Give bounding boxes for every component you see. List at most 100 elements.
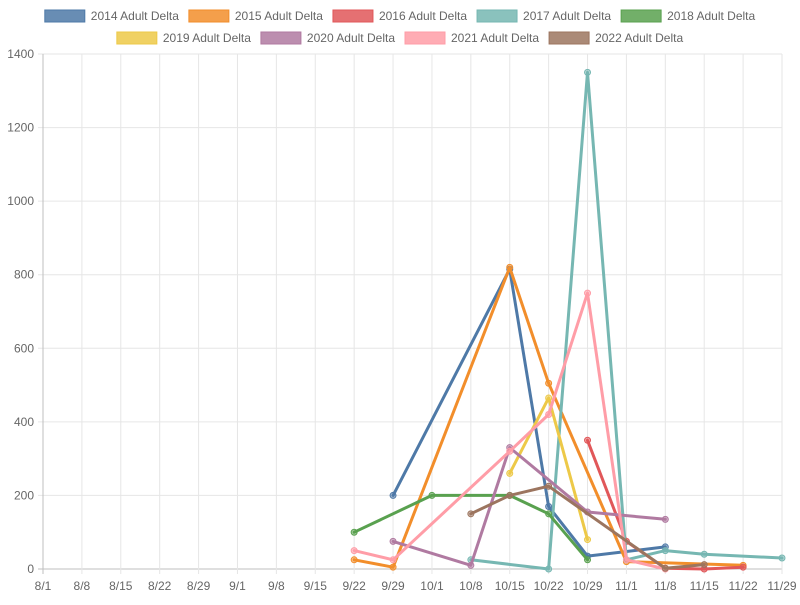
series [389, 444, 669, 569]
legend-label: 2014 Adult Delta [91, 9, 179, 23]
data-point [545, 510, 553, 518]
data-point [389, 491, 397, 499]
data-point [661, 515, 669, 523]
data-point [428, 491, 436, 499]
data-point [506, 491, 514, 499]
legend-item: 2018 Adult Delta [620, 9, 756, 23]
legend-item: 2017 Adult Delta [476, 9, 611, 23]
legend-label: 2022 Adult Delta [595, 31, 683, 45]
y-tick-label: 1000 [7, 194, 34, 208]
y-tick-label: 1400 [7, 47, 34, 61]
legend-swatch [260, 31, 302, 45]
legend-item: 2020 Adult Delta [260, 31, 395, 45]
data-point [350, 556, 358, 564]
data-point [778, 554, 786, 562]
x-tick-label: 9/22 [342, 579, 366, 593]
legend-item: 2014 Adult Delta [44, 9, 179, 23]
data-point [350, 547, 358, 555]
legend-item: 2022 Adult Delta [548, 31, 683, 45]
legend-label: 2015 Adult Delta [235, 9, 323, 23]
data-point [389, 556, 397, 564]
data-point [584, 556, 592, 564]
data-point [545, 502, 553, 510]
data-point [584, 536, 592, 544]
series-line [391, 267, 667, 558]
x-tick-label: 10/8 [459, 579, 483, 593]
y-tick-label: 400 [14, 415, 34, 429]
data-point [545, 482, 553, 490]
x-tick-label: 9/15 [304, 579, 328, 593]
x-tick-label: 8/8 [74, 579, 91, 593]
x-tick-label: 11/8 [654, 579, 677, 593]
axes: 0 200 400 600 800 1000 1200 1400 8/1 8/8 8/15 8/22 8… [7, 47, 797, 593]
y-tick-label: 800 [14, 268, 34, 282]
data-point [545, 565, 553, 573]
legend-label: 2019 Adult Delta [163, 31, 251, 45]
data-point [545, 379, 553, 387]
x-tick-label: 10/15 [495, 579, 525, 593]
x-tick-label: 11/29 [767, 579, 796, 593]
legend-item: 2016 Adult Delta [332, 9, 467, 23]
y-tick-label: 600 [14, 341, 34, 355]
data-point [584, 289, 592, 297]
legend-label: 2017 Adult Delta [523, 9, 611, 23]
legend-item: 2015 Adult Delta [188, 9, 323, 23]
data-point [622, 556, 630, 564]
x-tick-label: 11/1 [615, 579, 638, 593]
data-point [506, 263, 514, 271]
series [506, 394, 592, 544]
legend-label: 2016 Adult Delta [379, 9, 467, 23]
legend-swatch [620, 9, 662, 23]
legend-label: 2021 Adult Delta [451, 31, 539, 45]
x-tick-label: 8/22 [148, 579, 172, 593]
data-point [545, 411, 553, 418]
x-tick-label: 8/15 [109, 579, 133, 593]
legend-label: 2020 Adult Delta [307, 31, 395, 45]
data-point [545, 394, 553, 402]
y-tick-label: 200 [14, 488, 34, 502]
legend-swatch [332, 9, 374, 23]
legend-swatch [44, 9, 86, 23]
data-point [389, 537, 397, 545]
legend-item: 2019 Adult Delta [116, 31, 251, 45]
series [350, 289, 669, 573]
data-point [661, 547, 669, 555]
x-tick-label: 11/22 [729, 579, 758, 593]
y-tick-label: 0 [27, 562, 34, 576]
grid [38, 53, 783, 574]
legend-swatch [188, 9, 230, 23]
x-tick-label: 9/29 [381, 579, 405, 593]
data-point [700, 561, 708, 569]
x-tick-label: 10/29 [573, 579, 603, 593]
x-tick-label: 11/15 [690, 579, 719, 593]
x-tick-label: 10/22 [534, 579, 564, 593]
series [467, 482, 708, 572]
data-point [584, 436, 592, 444]
legend-item: 2021 Adult Delta [404, 31, 539, 45]
data-point [506, 469, 514, 477]
x-tick-label: 9/1 [229, 579, 246, 593]
x-tick-label: 8/29 [187, 579, 211, 593]
x-tick-label: 10/1 [420, 579, 444, 593]
data-point [661, 564, 669, 572]
data-point [584, 68, 592, 76]
x-tick-label: 9/8 [268, 579, 285, 593]
data-point [389, 563, 397, 571]
data-point [467, 510, 475, 518]
x-tick-label: 8/1 [35, 579, 52, 593]
legend-swatch [116, 31, 158, 45]
legend-swatch [476, 9, 518, 23]
series-layer [350, 68, 786, 573]
legend-swatch [404, 31, 446, 45]
y-tick-label: 1200 [7, 121, 34, 135]
data-point [350, 528, 358, 536]
legend-swatch [548, 31, 590, 45]
data-point [700, 550, 708, 558]
data-point [739, 563, 747, 571]
data-point [467, 561, 475, 569]
legend: 2014 Adult Delta 2015 Adult Delta 2016 Adu… [44, 9, 756, 45]
series-line [352, 265, 745, 569]
legend-label: 2018 Adult Delta [667, 9, 755, 23]
